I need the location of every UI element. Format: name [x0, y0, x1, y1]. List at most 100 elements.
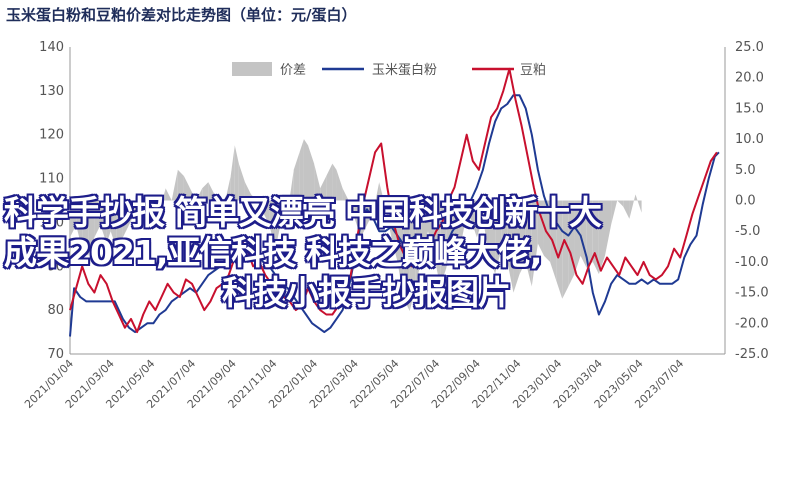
spread-area-segment	[202, 182, 209, 201]
chart-title: 玉米蛋白粉和豆粕价差对比走势图（单位：元/蛋白）	[6, 6, 357, 24]
spread-area-segment	[342, 188, 349, 201]
spread-area-segment	[332, 163, 337, 201]
spread-area-segment	[482, 200, 490, 256]
legend-label-spread: 价差	[280, 63, 306, 78]
legend-label-corn: 玉米蛋白粉	[372, 62, 437, 78]
spread-area-segment	[373, 182, 380, 213]
spread-area-segment	[574, 200, 581, 275]
spread-area-segment	[293, 151, 300, 201]
left-tick-label: 140	[39, 40, 64, 55]
spread-area-segment	[141, 194, 148, 207]
spread-area-segment	[159, 188, 166, 213]
spread-area-segment	[128, 200, 136, 226]
spread-area-segment	[116, 200, 123, 250]
overlay-caption-line-3: 科技小报手抄报图片	[222, 273, 511, 312]
spread-area-segment	[257, 200, 264, 213]
spread-area-segment	[635, 194, 642, 213]
spread-area-segment	[153, 200, 160, 213]
spread-area-segment	[397, 200, 404, 299]
left-tick-label: 120	[39, 128, 64, 143]
spread-area-segment	[299, 139, 304, 201]
spread-area-segment	[586, 200, 593, 269]
spread-area-segment	[251, 194, 258, 201]
left-axis-ticks: 140 130 120 110 100 90 80 70	[39, 40, 64, 362]
spread-area-segment	[320, 175, 327, 201]
spread-area-segment	[446, 200, 453, 269]
right-tick-label: -15.0	[735, 286, 769, 301]
left-tick-label: 90	[47, 259, 64, 274]
right-tick-label: -25.0	[735, 347, 769, 362]
right-tick-label: 10.0	[735, 132, 764, 147]
overlay-caption-line-2: 成果2021,亚信科技 科技之巅峰大佬,	[4, 233, 542, 272]
spread-area-segment	[94, 200, 101, 238]
spread-area-segment	[76, 200, 83, 250]
spread-area-segment	[434, 200, 441, 287]
spread-area-segment	[110, 200, 117, 250]
chart-legend: 价差 玉米蛋白粉 豆粕	[232, 62, 546, 78]
spread-area-segment	[326, 163, 333, 201]
spread-area-segment	[489, 200, 496, 275]
spread-area-segment	[275, 200, 282, 250]
spread-area-segment	[147, 194, 154, 201]
right-tick-label: -5.0	[735, 224, 760, 239]
spread-area-segment	[165, 188, 172, 201]
price-lines-layer	[69, 67, 720, 337]
spread-area-segment	[507, 200, 514, 293]
right-tick-label: 0.0	[735, 194, 756, 209]
right-tick-label: -10.0	[735, 255, 769, 270]
spread-area-segment	[403, 200, 410, 312]
spread-area-segment	[70, 200, 77, 238]
spread-area-segment	[208, 182, 215, 201]
spread-area-segment	[287, 169, 294, 213]
spread-area-segment	[525, 200, 532, 287]
spread-area-segment	[88, 200, 95, 256]
overlay-caption-line-1: 科学手抄报 简单又漂亮 中国科技创新十大	[4, 193, 602, 232]
spread-area-segment	[495, 200, 502, 275]
spread-area-segment	[269, 200, 276, 250]
spread-area-segment	[629, 194, 636, 219]
spread-area-segment	[428, 200, 435, 256]
spread-area-segment	[598, 200, 605, 275]
right-tick-label: 15.0	[735, 101, 764, 116]
spread-area-segment	[230, 145, 235, 201]
spread-area-segment	[476, 200, 483, 238]
left-tick-label: 80	[47, 303, 64, 318]
left-tick-label: 130	[39, 84, 64, 99]
right-tick-label: 20.0	[735, 71, 764, 86]
spread-area-segment	[238, 163, 245, 201]
spread-area-segment	[611, 200, 618, 226]
left-tick-label: 110	[39, 172, 64, 187]
spread-area-segment	[415, 200, 422, 287]
left-tick-label: 100	[39, 215, 64, 230]
spread-area-segment	[281, 200, 288, 219]
spread-area-segment	[171, 169, 178, 201]
spread-area-segment	[562, 200, 569, 299]
spread-area-segment	[314, 163, 321, 201]
spread-area-segment	[106, 200, 111, 244]
spread-area-segment	[220, 194, 227, 207]
right-tick-label: 5.0	[735, 163, 756, 178]
right-tick-label: -20.0	[735, 316, 769, 331]
spread-area-segment	[122, 200, 129, 238]
spread-area-segment	[470, 200, 477, 238]
spread-area-segment	[263, 200, 270, 226]
spread-area-segment	[348, 200, 355, 219]
spread-area-segment	[190, 188, 197, 201]
legend-swatch-spread	[232, 62, 272, 76]
spread-area-segment	[303, 139, 308, 201]
left-tick-label: 70	[47, 347, 64, 362]
spread-area-segment	[307, 145, 315, 201]
spread-area-segment	[513, 200, 520, 293]
right-tick-label: 25.0	[735, 40, 764, 55]
corn-series-line	[69, 94, 720, 337]
spread-area-segment	[214, 194, 221, 207]
legend-label-soy: 豆粕	[520, 63, 546, 78]
spread-area-segment	[501, 200, 508, 262]
spread-area-segment	[196, 188, 203, 201]
spread-area-segment	[135, 200, 142, 213]
spread-area-segment	[623, 200, 630, 219]
spread-area-segment	[379, 182, 386, 207]
spread-area-segment	[226, 175, 231, 201]
spread-area-segment	[183, 175, 191, 201]
